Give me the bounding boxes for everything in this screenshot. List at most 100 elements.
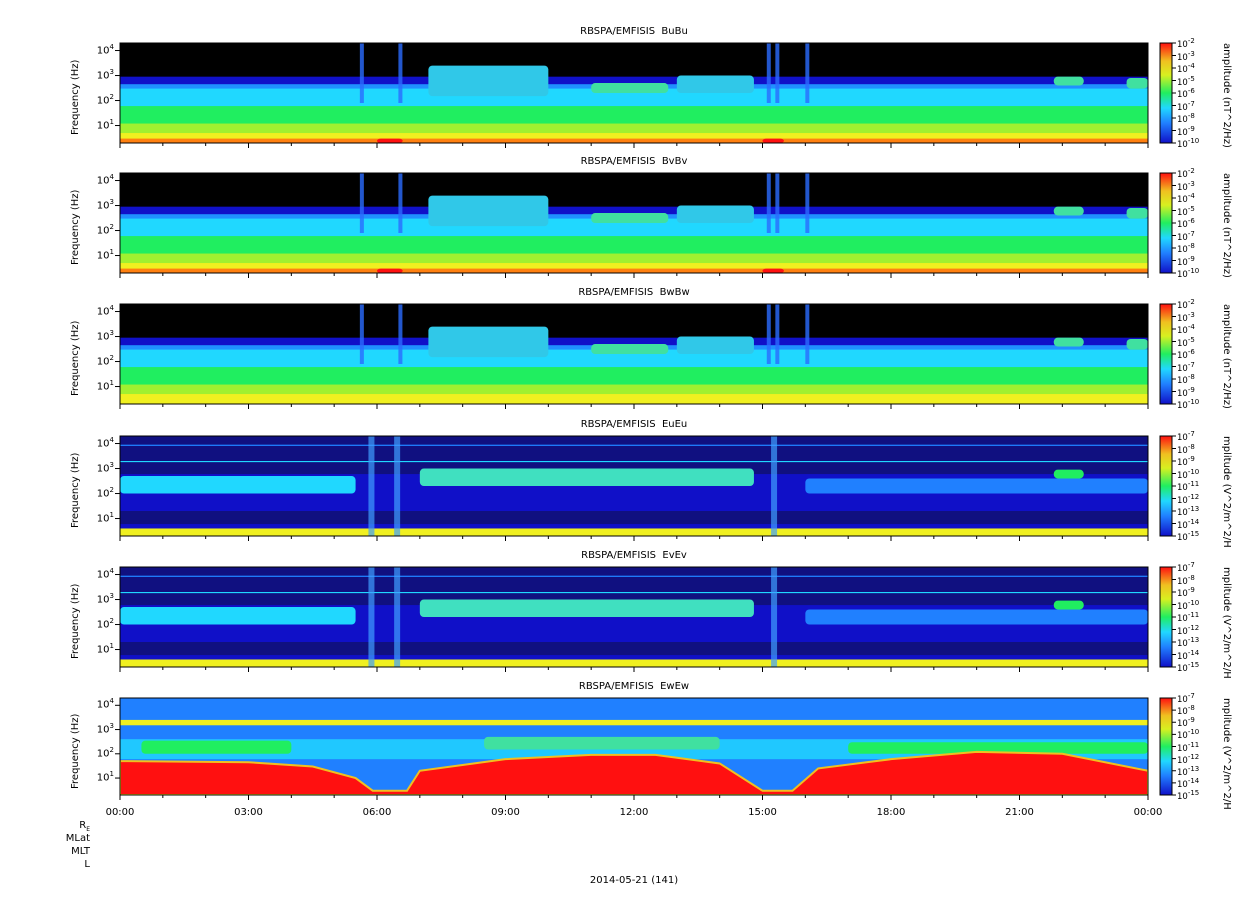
x-tick-label: 00:00: [105, 807, 135, 818]
y-axis-label: Frequency (Hz): [70, 452, 81, 528]
colorbar-tick-label: 10-8: [1177, 442, 1195, 456]
colorbar-tick-label: 10-4: [1177, 192, 1195, 205]
hiss-band: [419, 599, 754, 617]
x-tick-label: 15:00: [748, 807, 777, 818]
vertical-burst: [805, 304, 810, 364]
panel-title: RBSPA/EMFISIS BwBw: [578, 287, 690, 298]
colorbar-tick-label: 10-8: [1177, 573, 1195, 587]
panel-3: [120, 304, 1148, 404]
colorbar-tick-label: 10-3: [1177, 310, 1195, 324]
hiss-band: [120, 476, 356, 494]
vertical-burst: [359, 304, 364, 364]
line-yellow: [120, 719, 1148, 726]
colorbar-label: amplitude (nT^2/Hz): [1221, 173, 1232, 278]
y-tick-label: 101: [96, 641, 114, 655]
y-axis-label: Frequency (Hz): [70, 583, 81, 659]
red-envelope: [120, 751, 1148, 795]
hiss-band: [805, 478, 1148, 494]
wave-patch: [1053, 469, 1084, 479]
wave-patch: [428, 326, 549, 358]
colorbar-tick-label: 10-10: [1177, 728, 1200, 742]
y-tick-label: 101: [96, 378, 114, 392]
orange-band: [120, 268, 1148, 273]
wave-patch: [676, 205, 754, 223]
vertical-burst: [805, 43, 810, 103]
panel-2: [120, 173, 1148, 273]
colorbar-tick-label: 10-3: [1177, 179, 1195, 193]
date-label: 2014-05-21 (141): [589, 875, 679, 886]
hiss-band: [848, 742, 1148, 754]
y-tick-label: 102: [96, 353, 114, 367]
vertical-burst: [394, 436, 401, 536]
y-tick-label: 104: [96, 435, 114, 449]
colorbar-tick-label: 10-9: [1177, 254, 1195, 268]
colorbar-tick-label: 10-15: [1177, 661, 1200, 674]
colorbar: [1159, 697, 1173, 796]
colorbar-tick-label: 10-6: [1177, 87, 1195, 100]
colorbar-tick-label: 10-10: [1177, 467, 1200, 481]
hiss-band: [141, 740, 292, 754]
ephemeris-label: MLat: [65, 833, 90, 844]
colorbar-tick-label: 10-5: [1177, 335, 1195, 349]
wave-patch: [1053, 337, 1084, 347]
colorbar-tick-label: 10-6: [1177, 348, 1195, 361]
colorbar-tick-label: 10-10: [1177, 598, 1200, 612]
y-tick-label: 102: [96, 616, 114, 630]
panel-title: RBSPA/EMFISIS EvEv: [581, 550, 687, 561]
colorbar: [1159, 435, 1173, 537]
panel-title: RBSPA/EMFISIS BvBv: [580, 156, 688, 167]
y-tick-label: 104: [96, 566, 114, 580]
x-tick-label: 03:00: [234, 807, 263, 818]
y-tick-label: 104: [96, 697, 114, 711]
panel-1: [120, 43, 1148, 143]
x-tick-label: 06:00: [362, 807, 392, 818]
colorbar-tick-label: 10-15: [1177, 530, 1200, 543]
colorbar-tick-label: 10-8: [1177, 112, 1195, 125]
panel-title: RBSPA/EMFISIS BuBu: [580, 26, 688, 37]
yellow-band: [120, 263, 1148, 273]
hiss-band: [120, 607, 356, 625]
colorbar-tick-label: 10-9: [1177, 716, 1195, 730]
vertical-burst: [766, 43, 771, 103]
line-2: [120, 575, 1148, 577]
red-spot: [762, 268, 784, 273]
y-tick-label: 101: [96, 510, 114, 524]
colorbar-tick-label: 10-10: [1177, 137, 1200, 150]
panel-title: RBSPA/EMFISIS EwEw: [578, 681, 690, 692]
colorbar-tick-label: 10-8: [1177, 242, 1195, 255]
vertical-burst: [775, 173, 780, 233]
y-tick-label: 102: [96, 222, 114, 236]
colorbar-tick-label: 10-13: [1177, 764, 1200, 778]
x-tick-label: 09:00: [491, 807, 520, 818]
colorbar-tick-label: 10-4: [1177, 323, 1195, 336]
hiss-band: [805, 609, 1148, 625]
y-axis-label: Frequency (Hz): [70, 713, 81, 789]
colorbar-tick-label: 10-13: [1177, 505, 1200, 518]
wave-patch: [676, 336, 754, 354]
y-axis-label: Frequency (Hz): [70, 59, 81, 135]
y-tick-label: 102: [96, 485, 114, 499]
line-1: [120, 461, 1148, 463]
colorbar-tick-label: 10-11: [1177, 740, 1200, 754]
wave-patch: [1053, 206, 1084, 216]
colorbar-tick-label: 10-7: [1177, 99, 1195, 113]
orange-band: [120, 138, 1148, 143]
wave-patch: [591, 83, 669, 93]
colorbar-tick-label: 10-11: [1177, 480, 1200, 493]
vertical-burst: [771, 436, 778, 536]
colorbar-tick-label: 10-7: [1177, 692, 1195, 705]
colorbar-tick-label: 10-2: [1177, 37, 1195, 50]
y-tick-label: 104: [96, 42, 114, 56]
colorbar: [1159, 566, 1173, 668]
colorbar-tick-label: 10-2: [1177, 167, 1195, 180]
colorbar-tick-label: 10-10: [1177, 398, 1200, 411]
y-tick-label: 103: [96, 721, 114, 735]
colorbar-tick-label: 10-9: [1177, 586, 1195, 599]
colorbar-tick-label: 10-7: [1177, 430, 1195, 443]
ephemeris-label: MLT: [71, 846, 90, 857]
vertical-burst: [775, 43, 780, 103]
colorbar-tick-label: 10-2: [1177, 298, 1195, 311]
wave-patch: [591, 344, 669, 354]
colorbar-tick-label: 10-12: [1177, 752, 1200, 766]
